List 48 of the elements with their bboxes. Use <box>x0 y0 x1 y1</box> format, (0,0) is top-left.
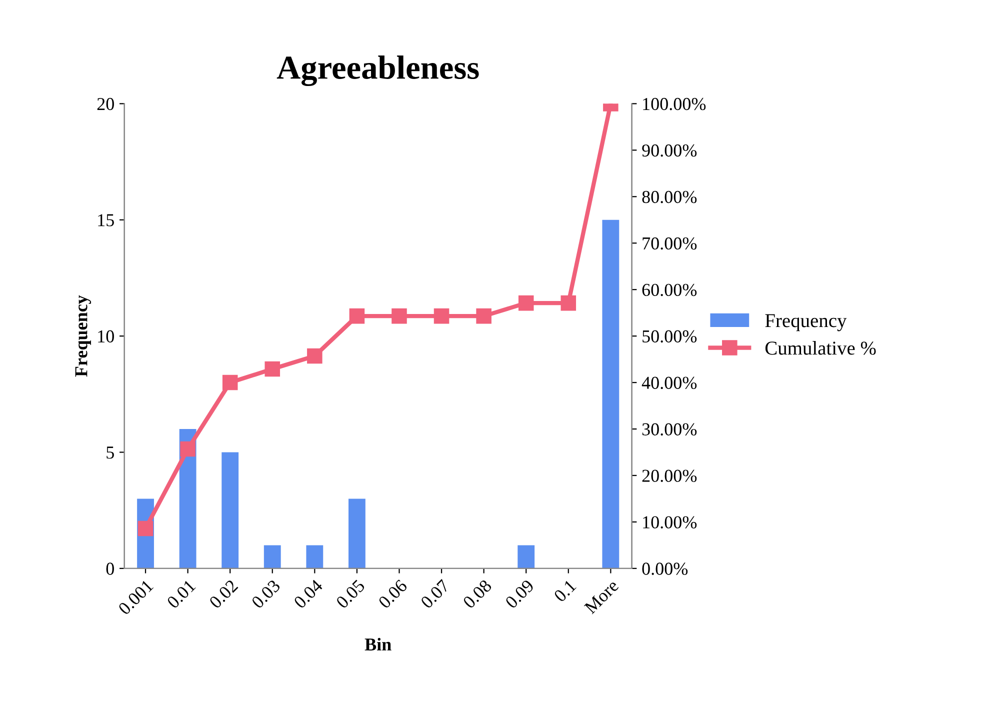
y-axis-title: Frequency <box>75 295 92 377</box>
bar <box>222 452 239 568</box>
y2-tick-label: 10.00% <box>643 516 697 528</box>
x-tick-label: 0.04 <box>293 578 324 610</box>
point <box>560 295 576 311</box>
x-axis-title: Bin <box>364 638 392 650</box>
y-tick-label: 20 <box>97 98 114 110</box>
bar <box>518 545 535 568</box>
x-tick-label: 0.03 <box>250 579 281 610</box>
x-tick-label: 0.06 <box>378 578 408 610</box>
point <box>349 308 365 324</box>
point <box>222 374 238 390</box>
bar <box>264 545 281 568</box>
y2-tick-label: 90.00% <box>642 144 697 157</box>
point <box>476 308 492 324</box>
x-tick-label: 0.1 <box>553 579 577 603</box>
point <box>392 308 407 324</box>
x-tick-label: 0.05 <box>335 579 366 610</box>
bar <box>602 220 620 568</box>
y2-tick-label: 80.00% <box>642 190 697 204</box>
y2-tick-label: 30.00% <box>642 423 697 436</box>
point <box>138 520 154 536</box>
y-tick-label: 10 <box>98 330 114 342</box>
y-tick-label: 5 <box>106 446 114 459</box>
y2-tick-label: 60.00% <box>642 284 697 296</box>
y-tick-label: 15 <box>98 214 114 226</box>
y2-tick-label: 70.00% <box>642 237 697 250</box>
point <box>180 441 196 457</box>
point <box>264 361 280 377</box>
y2-tick-label: 50.00% <box>642 330 697 343</box>
legend-label: Frequency <box>765 314 847 332</box>
x-tick-label: 0.09 <box>504 579 535 610</box>
bar <box>348 498 366 568</box>
x-tick-label: 0.01 <box>166 579 196 610</box>
point <box>518 295 534 311</box>
y-tick-label: 0 <box>106 562 114 575</box>
legend-label: Cumulative % <box>765 341 876 355</box>
x-tick-label: 0.08 <box>462 579 492 610</box>
x-tick-label: 0.02 <box>208 579 238 610</box>
chart-title: Agreeableness <box>276 56 479 86</box>
point <box>434 308 450 324</box>
y2-tick-label: 0.00% <box>642 562 688 575</box>
point <box>307 348 322 364</box>
bar <box>306 545 324 568</box>
y2-tick-label: 100.00% <box>643 98 706 110</box>
x-tick-label: 0.07 <box>420 578 450 610</box>
y2-tick-label: 40.00% <box>642 376 697 390</box>
y2-tick-label: 20.00% <box>642 470 697 482</box>
